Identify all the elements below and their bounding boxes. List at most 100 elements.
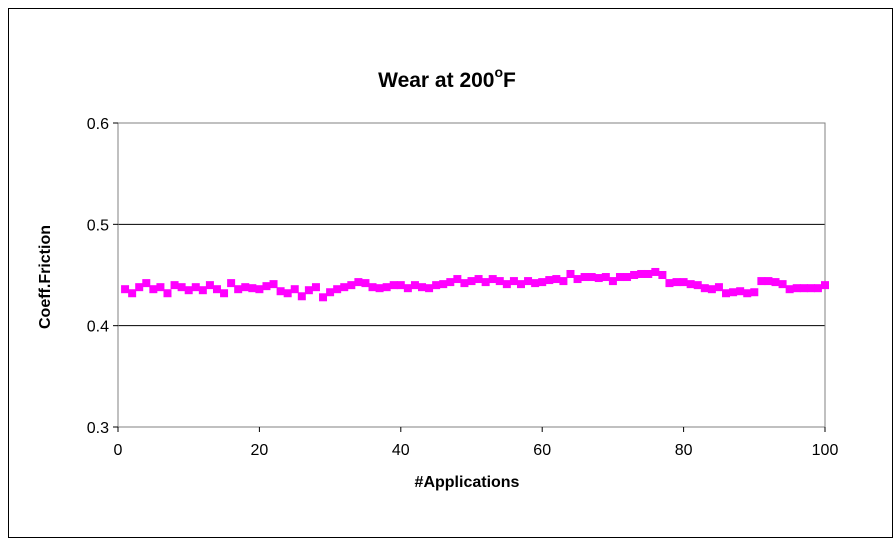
data-point — [743, 289, 752, 298]
data-point — [177, 283, 186, 292]
data-point — [382, 283, 391, 292]
data-point — [467, 277, 476, 286]
data-point — [347, 281, 356, 290]
data-point — [163, 289, 172, 298]
data-point — [375, 284, 384, 293]
data-point — [580, 273, 589, 282]
data-point — [509, 277, 518, 286]
data-point — [821, 281, 829, 290]
x-tick-label: 100 — [812, 442, 839, 459]
chart-title-superscript: o — [494, 64, 503, 80]
data-point — [142, 279, 151, 288]
data-point — [630, 271, 639, 279]
gridlines — [118, 122, 825, 428]
x-tick-label: 60 — [533, 442, 551, 459]
data-point — [806, 284, 815, 293]
data-point — [693, 281, 702, 290]
data-point — [149, 285, 158, 294]
data-point — [262, 282, 271, 291]
data-point — [707, 285, 716, 294]
x-tick-label: 20 — [251, 442, 269, 459]
data-point — [531, 279, 540, 288]
data-point — [255, 285, 264, 294]
data-point — [573, 275, 582, 284]
data-point — [552, 275, 561, 284]
data-point — [220, 289, 229, 298]
data-point — [644, 269, 653, 278]
data-point — [545, 276, 554, 285]
data-point — [439, 280, 448, 289]
data-point — [121, 285, 130, 294]
data-point — [750, 288, 759, 297]
x-axis-label: #Applications — [415, 474, 520, 491]
data-point — [326, 288, 335, 297]
data-point — [502, 280, 511, 289]
data-point — [785, 285, 794, 294]
data-point — [474, 275, 483, 284]
data-point — [679, 278, 688, 287]
x-tick-label: 40 — [392, 442, 410, 459]
data-point — [403, 284, 412, 293]
data-point — [410, 281, 419, 290]
data-point — [311, 283, 320, 292]
data-point — [559, 277, 568, 286]
data-point — [757, 277, 766, 286]
data-point — [729, 288, 738, 297]
data-point — [227, 279, 236, 288]
data-point — [297, 292, 306, 301]
data-point — [651, 267, 660, 276]
data-point — [538, 278, 547, 287]
data-point — [128, 289, 137, 298]
data-point — [340, 283, 349, 292]
data-series — [121, 267, 829, 302]
data-point — [714, 283, 723, 292]
data-point — [524, 277, 533, 286]
data-point — [191, 283, 200, 292]
x-tick-label: 80 — [675, 442, 693, 459]
data-point — [389, 281, 398, 290]
y-axis-label: Coeff.Friction — [37, 225, 54, 329]
data-point — [156, 283, 165, 292]
data-point — [601, 273, 610, 282]
data-point — [248, 284, 257, 293]
data-point — [799, 284, 808, 293]
data-point — [234, 285, 243, 294]
data-point — [637, 269, 646, 278]
data-point — [290, 285, 299, 294]
data-point — [672, 278, 681, 287]
data-point — [276, 287, 285, 296]
data-point — [319, 293, 328, 302]
data-point — [778, 280, 787, 289]
data-point — [304, 286, 313, 295]
data-point — [333, 285, 342, 294]
x-axis-ticks: 0 20 40 60 80 100 — [114, 427, 839, 459]
y-tick-label: 0.6 — [87, 116, 109, 133]
data-point — [658, 271, 667, 279]
data-point — [608, 277, 617, 286]
data-point — [594, 274, 603, 283]
y-tick-label: 0.4 — [87, 319, 109, 336]
data-point — [205, 281, 214, 290]
data-point — [354, 278, 363, 287]
data-point — [241, 283, 250, 292]
data-point — [623, 273, 632, 282]
data-point — [184, 286, 193, 295]
chart-title-suffix: F — [503, 69, 516, 92]
y-tick-label: 0.3 — [87, 420, 109, 437]
data-point — [453, 275, 462, 284]
chart-title-text: Wear at 200 — [378, 69, 494, 92]
data-point — [135, 283, 144, 292]
data-point — [792, 284, 801, 293]
data-point — [722, 289, 731, 298]
data-point — [516, 280, 525, 289]
data-point — [425, 284, 434, 293]
y-tick-label: 0.5 — [87, 217, 109, 234]
data-point — [686, 280, 695, 289]
data-point — [170, 281, 179, 290]
data-point — [700, 284, 709, 293]
data-point — [212, 285, 221, 294]
data-point — [460, 279, 469, 288]
x-tick-label: 0 — [114, 442, 123, 459]
data-point — [446, 278, 455, 287]
